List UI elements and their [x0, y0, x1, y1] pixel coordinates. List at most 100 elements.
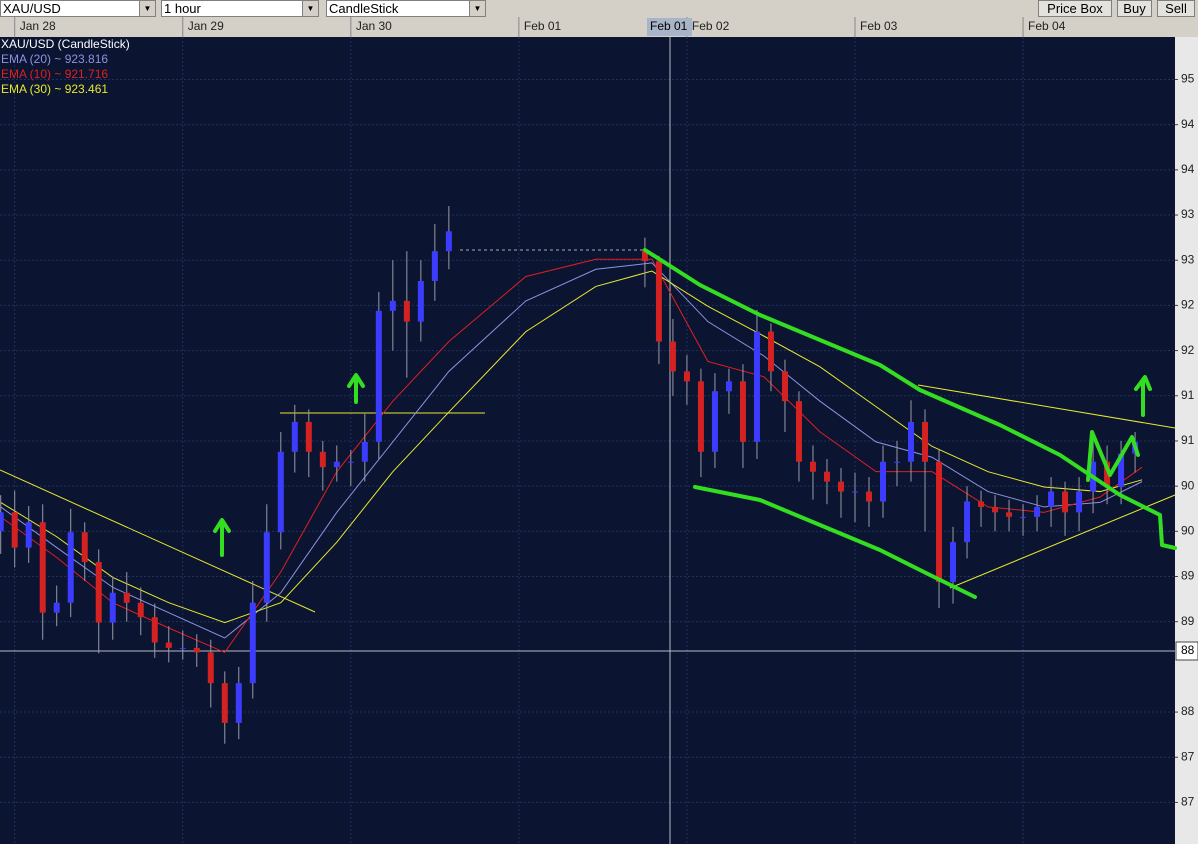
y-tick-label: 90	[1181, 478, 1195, 492]
candle-body	[417, 280, 424, 322]
candle-body	[655, 261, 662, 342]
candle-body	[823, 471, 830, 482]
y-tick-label: 89	[1181, 569, 1195, 583]
candle-body	[263, 532, 270, 603]
candle-body	[809, 461, 816, 472]
x-tick-label: Feb 04	[1028, 19, 1066, 33]
candle-body	[851, 491, 858, 493]
y-tick-label: 91	[1181, 388, 1195, 402]
legend-entry: XAU/USD (CandleStick)	[1, 37, 130, 51]
candle-body	[964, 501, 971, 543]
y-tick-label: 94	[1181, 117, 1195, 131]
candle-body	[221, 683, 228, 723]
candle-body	[361, 441, 368, 462]
candle-body	[725, 381, 732, 392]
candle-body	[333, 461, 340, 468]
ema-line	[0, 262, 1143, 639]
ema-line	[0, 258, 1143, 654]
candle-body	[894, 461, 901, 463]
y-tick-label: 92	[1181, 298, 1195, 312]
candle-body	[739, 381, 746, 442]
x-tick-label: Feb 03	[860, 19, 898, 33]
y-tick-label: 94	[1181, 162, 1195, 176]
candle-body	[1062, 491, 1069, 513]
candle-body	[908, 421, 915, 462]
candle-body	[753, 331, 760, 442]
channel-top	[643, 248, 1177, 550]
symbol: XAU/USD	[3, 1, 61, 16]
x-tick-label: Jan 28	[20, 19, 56, 33]
symbol-select[interactable]: XAU/USD ▼	[0, 0, 156, 17]
candle-body	[0, 512, 4, 532]
interval-select[interactable]: 1 hour ▼	[161, 0, 319, 17]
trend-line	[917, 384, 1176, 429]
candle-body	[978, 501, 985, 507]
candle-body	[403, 300, 410, 322]
legend-entry: EMA (30) ~ 923.461	[1, 82, 108, 96]
y-tick-label: 95	[1181, 72, 1195, 86]
candle-body	[880, 461, 887, 502]
candle-body	[235, 683, 242, 723]
ema-line	[0, 270, 1143, 624]
candle-body	[1034, 506, 1041, 517]
candle-body	[922, 421, 929, 462]
candle-body	[1076, 491, 1083, 513]
candle-body	[781, 371, 788, 402]
candle-body	[711, 391, 718, 452]
price-box-button[interactable]: Price Box	[1038, 0, 1112, 17]
candle-body	[193, 647, 200, 653]
crosshair-date: Feb 01	[650, 19, 688, 33]
candle-body	[431, 251, 438, 281]
candle-body	[81, 532, 88, 563]
candle-body	[445, 231, 452, 252]
y-tick-label: 92	[1181, 343, 1195, 357]
candle-body	[795, 401, 802, 462]
candle-body	[151, 617, 158, 643]
y-tick-label: 90	[1181, 523, 1195, 537]
candle-body	[277, 451, 284, 533]
candle-body	[375, 310, 382, 442]
candle-body	[137, 602, 144, 618]
legend: XAU/USD (CandleStick)EMA (20) ~ 923.816E…	[1, 37, 130, 96]
x-tick-label: Feb 01	[524, 19, 562, 33]
channel-bottom	[693, 485, 977, 599]
style-select[interactable]: CandleStick ▼	[326, 0, 486, 17]
y-tick-label: 89	[1181, 614, 1195, 628]
candle-body	[389, 300, 396, 311]
candle-body	[669, 341, 676, 372]
y-tick-label: 87	[1181, 749, 1195, 763]
arrow-up	[213, 518, 231, 557]
arrow-up	[1134, 375, 1152, 417]
y-tick-label: 93	[1181, 207, 1195, 221]
candle-body	[1048, 491, 1055, 507]
candle-body	[67, 532, 74, 603]
candle-body	[936, 461, 943, 582]
candle-body	[291, 421, 298, 452]
toolbar: XAU/USD ▼ 1 hour ▼ CandleStick ▼ Price Box …	[0, 0, 1198, 17]
candle-body	[683, 371, 690, 382]
trend-line	[0, 469, 316, 613]
chart: Jan 28 Jan 29 Jan 30 Feb 01 Feb 02 Feb 03 Feb …	[0, 17, 1198, 844]
dropdown-arrow: ▼	[302, 1, 318, 16]
candle-body	[53, 602, 60, 613]
y-tick-label: 88	[1181, 704, 1195, 718]
candle-body	[1006, 512, 1013, 517]
candle-body	[767, 331, 774, 372]
x-tick-label: Jan 29	[188, 19, 224, 33]
buy-button[interactable]: Buy	[1117, 0, 1152, 17]
candle-body	[95, 562, 102, 623]
candle-body	[347, 461, 354, 463]
candle-body	[25, 522, 32, 548]
candle-body	[992, 506, 999, 513]
candle-body	[305, 421, 312, 452]
candle-body	[865, 491, 872, 502]
x-tick-label: Jan 30	[356, 19, 392, 33]
sell-button[interactable]: Sell	[1157, 0, 1195, 17]
candle-body	[1118, 453, 1125, 488]
dropdown-arrow: ▼	[469, 1, 485, 16]
candle-body	[39, 522, 46, 613]
y-tick-label: 91	[1181, 433, 1195, 447]
candle-body	[837, 481, 844, 492]
